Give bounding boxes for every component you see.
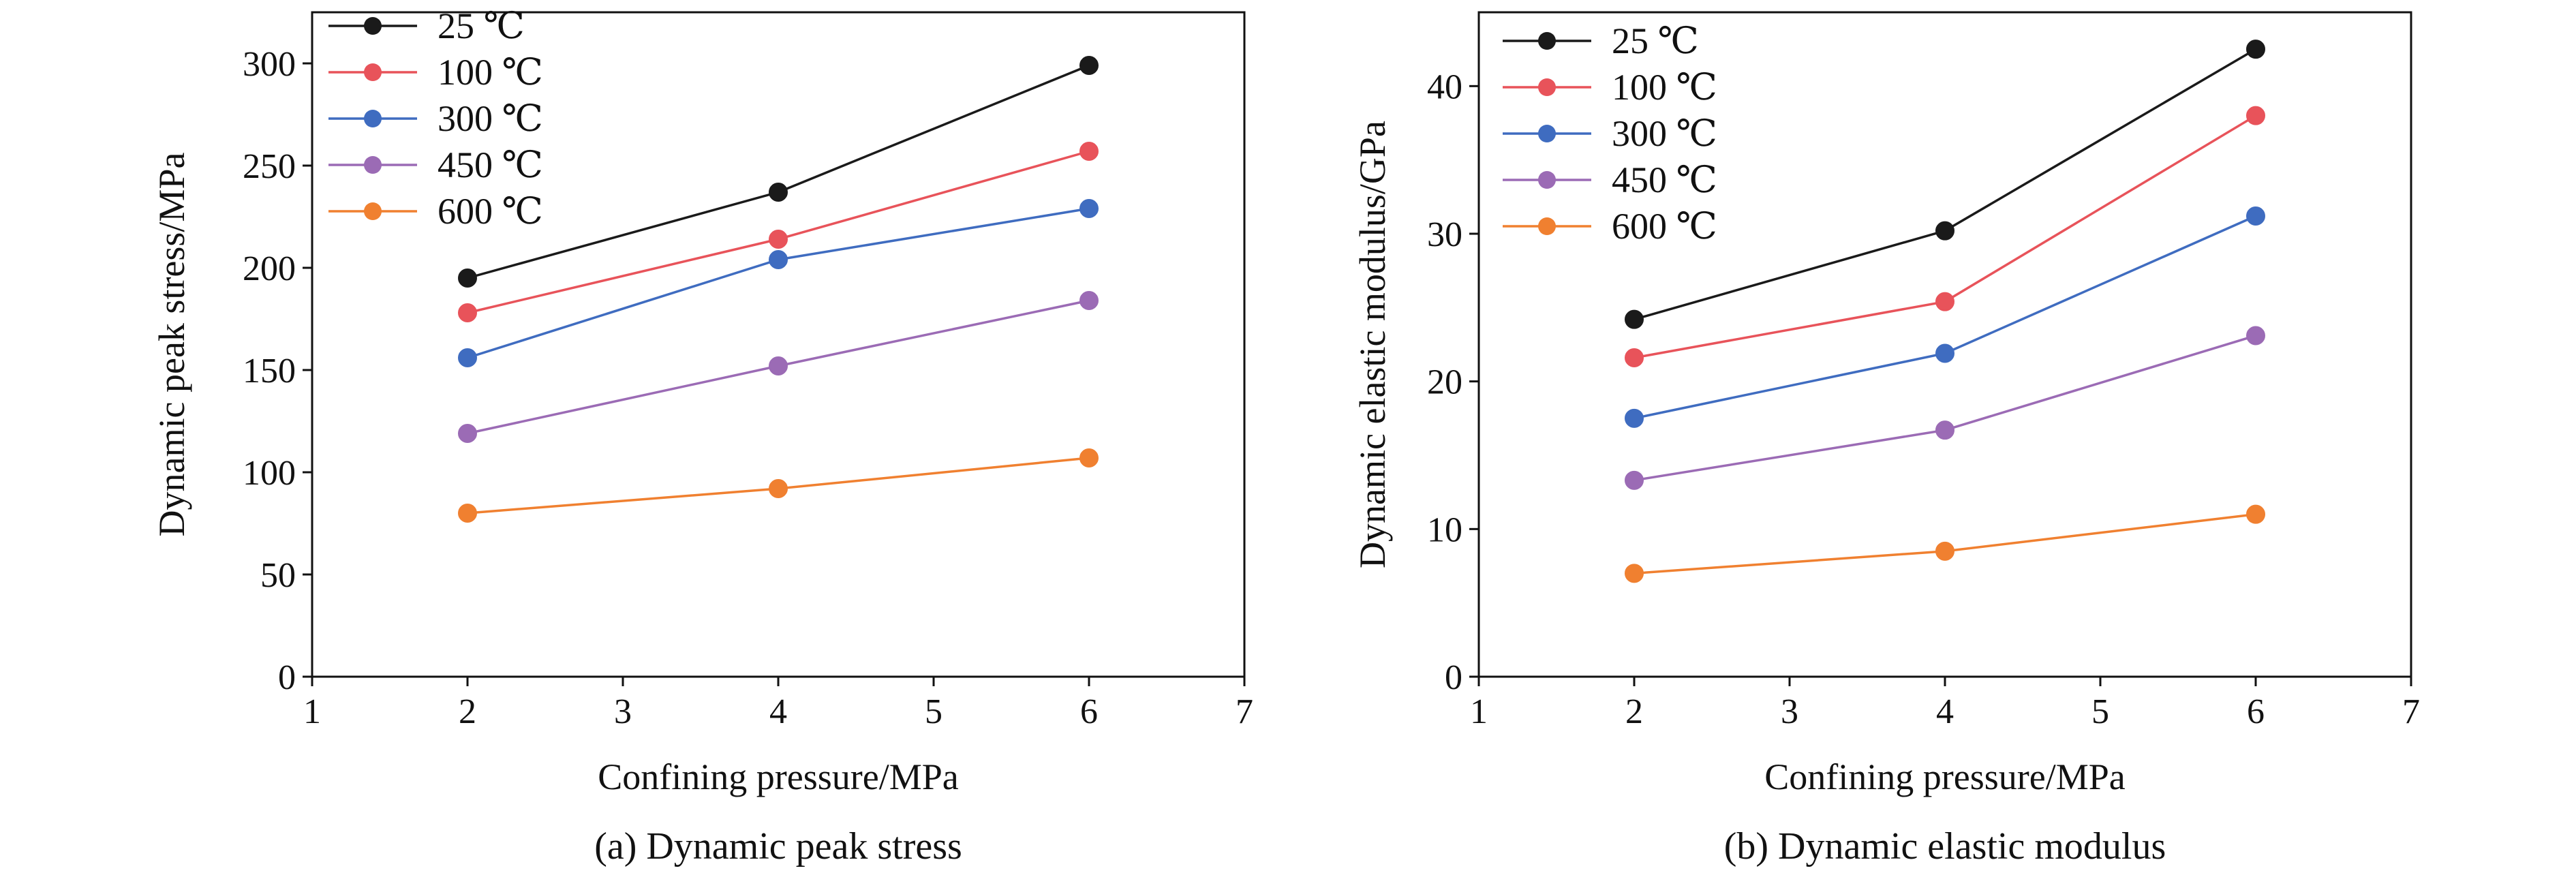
- data-point: [769, 183, 788, 202]
- legend-marker: [1538, 217, 1556, 235]
- y-axis-label: Dynamic elastic modulus/GPa: [1352, 121, 1393, 568]
- data-point: [1625, 348, 1644, 367]
- data-point: [1935, 541, 1954, 561]
- legend-marker: [364, 110, 382, 127]
- x-tick-label: 2: [1625, 692, 1643, 731]
- x-tick-label: 1: [1470, 692, 1488, 731]
- x-axis-label: Confining pressure/MPa: [1764, 756, 2125, 797]
- legend-marker: [364, 63, 382, 81]
- x-tick-label: 7: [2402, 692, 2420, 731]
- legend-marker: [1538, 78, 1556, 96]
- y-tick-label: 30: [1427, 215, 1462, 254]
- y-tick-label: 250: [243, 147, 296, 186]
- y-tick-label: 10: [1427, 510, 1462, 549]
- data-point: [2246, 504, 2265, 524]
- x-tick-label: 5: [925, 692, 942, 731]
- legend-label: 600 ℃: [438, 191, 543, 232]
- y-tick-label: 0: [278, 658, 296, 697]
- x-tick-label: 5: [2091, 692, 2109, 731]
- legend-marker: [364, 17, 382, 35]
- y-tick-label: 0: [1445, 658, 1462, 697]
- data-point: [1935, 420, 1954, 440]
- data-point: [1079, 448, 1099, 467]
- y-tick-label: 20: [1427, 363, 1462, 402]
- series-line: [1634, 48, 2256, 321]
- legend-marker: [1538, 32, 1556, 50]
- x-tick-label: 7: [1236, 692, 1253, 731]
- data-point: [1935, 343, 1954, 363]
- y-tick-label: 50: [260, 556, 296, 595]
- legend-label: 25 ℃: [438, 5, 525, 46]
- data-point: [769, 250, 788, 269]
- data-point: [769, 356, 788, 375]
- data-point: [1625, 564, 1644, 583]
- legend-label: 450 ℃: [1612, 159, 1717, 200]
- data-point: [2246, 40, 2265, 59]
- data-point: [2246, 206, 2265, 226]
- legend-label: 100 ℃: [438, 52, 543, 93]
- legend-marker: [1538, 125, 1556, 142]
- legend-label: 300 ℃: [1612, 113, 1717, 154]
- x-tick-label: 4: [769, 692, 787, 731]
- x-tick-label: 2: [459, 692, 476, 731]
- data-point: [1079, 56, 1099, 75]
- data-point: [1079, 199, 1099, 218]
- data-point: [458, 424, 477, 443]
- data-point: [2246, 326, 2265, 346]
- x-tick-label: 3: [1781, 692, 1798, 731]
- x-tick-label: 6: [1080, 692, 1098, 731]
- data-point: [458, 348, 477, 367]
- legend-label: 300 ℃: [438, 98, 543, 139]
- data-point: [769, 230, 788, 249]
- chart-dynamic-peak-stress: 1 2 3 4 5 6 7 0 50 100 150 200 250 300 Confining press…: [151, 5, 1253, 868]
- legend-marker: [1538, 171, 1556, 189]
- x-tick-label: 3: [614, 692, 632, 731]
- y-tick-label: 300: [243, 45, 296, 84]
- y-axis-label: Dynamic peak stress/MPa: [151, 153, 192, 537]
- data-point: [1625, 408, 1644, 428]
- x-tick-label: 4: [1936, 692, 1954, 731]
- legend-label: 450 ℃: [438, 144, 543, 185]
- y-tick-label: 200: [243, 249, 296, 288]
- legend-label: 600 ℃: [1612, 206, 1717, 247]
- x-tick-label: 1: [303, 692, 321, 731]
- series-line: [1634, 215, 2256, 420]
- data-point: [458, 303, 477, 322]
- chart-dynamic-elastic-modulus: 1 2 3 4 5 6 7 0 10 20 30 40 Confining pressure/MPa Dy…: [1352, 11, 2420, 868]
- data-point: [1625, 309, 1644, 329]
- legend-label: 25 ℃: [1612, 20, 1699, 61]
- x-tick-label: 6: [2247, 692, 2265, 731]
- data-point: [1935, 292, 1954, 311]
- data-point: [458, 268, 477, 288]
- y-tick-label: 40: [1427, 67, 1462, 106]
- data-point: [1079, 142, 1099, 161]
- x-axis-label: Confining pressure/MPa: [598, 756, 958, 797]
- data-point: [769, 479, 788, 498]
- data-point: [458, 504, 477, 523]
- data-point: [1935, 221, 1954, 241]
- legend-label: 100 ℃: [1612, 67, 1717, 108]
- y-tick-label: 100: [243, 454, 296, 493]
- legend-marker: [364, 156, 382, 174]
- data-point: [1625, 470, 1644, 490]
- chart-caption: (b) Dynamic elastic modulus: [1724, 825, 2166, 868]
- legend-marker: [364, 202, 382, 220]
- data-point: [2246, 106, 2265, 125]
- chart-caption: (a) Dynamic peak stress: [594, 825, 962, 868]
- data-point: [1079, 291, 1099, 310]
- y-tick-label: 150: [243, 352, 296, 390]
